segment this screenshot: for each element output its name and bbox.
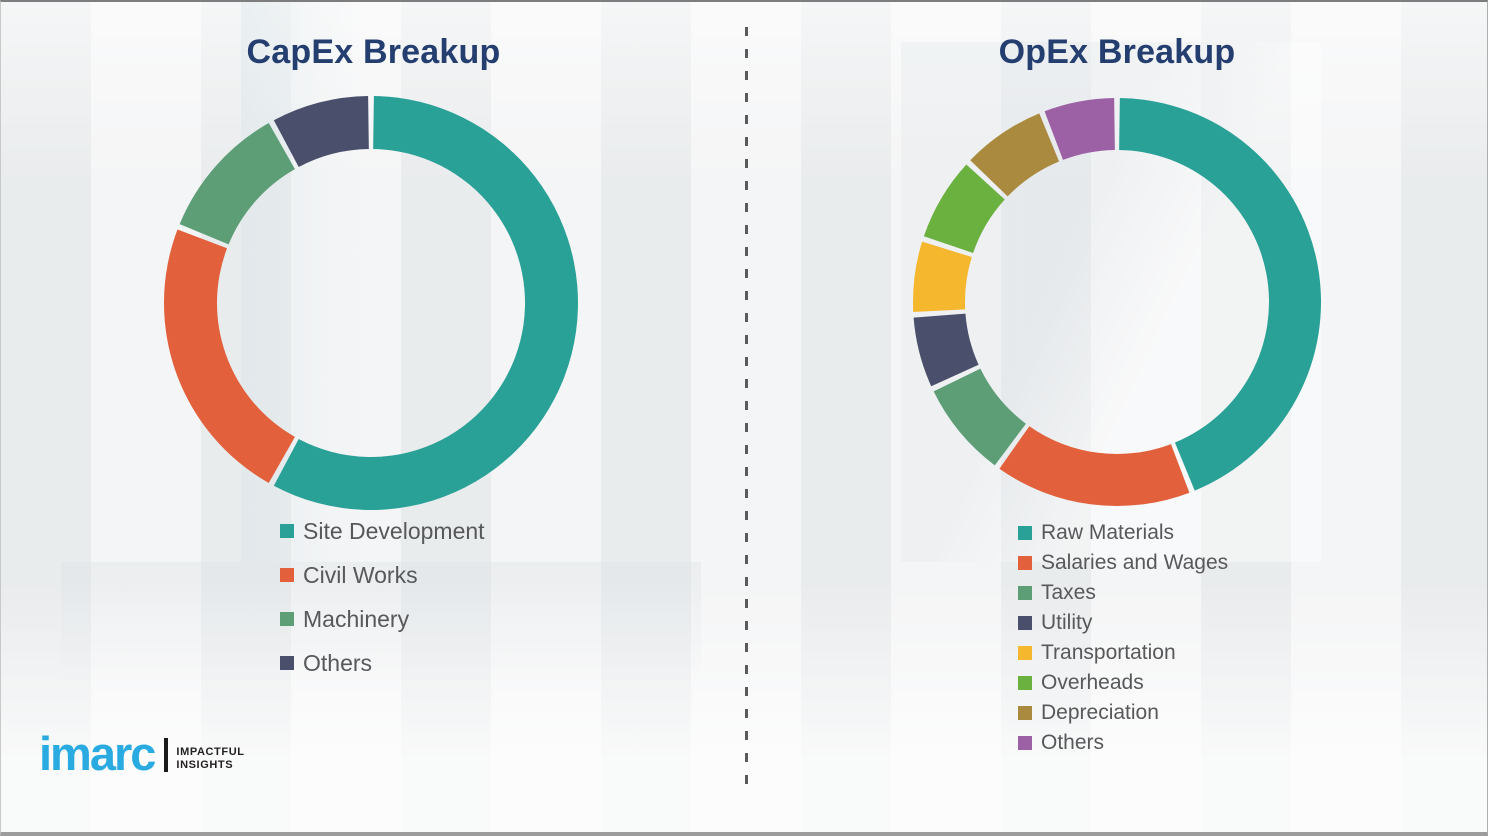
capex-donut-svg [163, 96, 579, 510]
legend-label: Others [303, 650, 373, 676]
legend-item-utility: Utility [1018, 609, 1228, 637]
legend-item-others: Others [1018, 729, 1228, 757]
legend-label: Salaries and Wages [1041, 551, 1229, 574]
legend-label: Taxes [1041, 581, 1096, 604]
imarc-logo-wordmark: imarc [39, 727, 156, 780]
legend-marker-salaries-and-wages [1018, 556, 1032, 570]
donut-segment-salaries-and-wages [999, 426, 1190, 506]
opex-chart-title: OpEx Breakup [998, 33, 1236, 71]
legend-item-taxes: Taxes [1018, 579, 1228, 607]
donut-segment-machinery [179, 123, 295, 245]
legend-marker-utility [1018, 616, 1032, 630]
legend-label: Raw Materials [1041, 521, 1175, 544]
legend-marker-machinery [280, 612, 294, 626]
donut-segment-depreciation [970, 113, 1060, 197]
donut-segment-others [273, 96, 369, 168]
opex-donut-svg [912, 98, 1322, 506]
legend-item-machinery: Machinery [280, 605, 485, 633]
logo-tagline-line2: INSIGHTS [176, 759, 234, 771]
logo-divider-bar [164, 738, 169, 772]
legend-label: Overheads [1041, 671, 1144, 694]
legend-marker-civil-works [280, 568, 294, 582]
capex-donut-chart [159, 91, 583, 515]
dashed-divider-line [745, 27, 748, 793]
legend-item-others: Others [280, 649, 485, 677]
capex-legend: Site Development Civil Works Machinery Othe… [280, 517, 485, 677]
donut-segment-utility [913, 313, 979, 387]
imarc-logo: imarc IMPACTFUL INSIGHTS [39, 727, 245, 780]
legend-marker-site-development [280, 524, 294, 538]
legend-marker-others [280, 656, 294, 670]
legend-label: Utility [1041, 611, 1093, 634]
donut-segment-civil-works [163, 229, 295, 483]
legend-marker-overheads [1018, 676, 1032, 690]
legend-label: Civil Works [303, 562, 418, 588]
legend-item-civil-works: Civil Works [280, 561, 485, 589]
donut-segment-raw-materials [1119, 98, 1322, 491]
legend-item-overheads: Overheads [1018, 669, 1228, 697]
legend-marker-depreciation [1018, 706, 1032, 720]
legend-item-raw-materials: Raw Materials [1018, 519, 1228, 547]
legend-marker-taxes [1018, 586, 1032, 600]
legend-marker-others [1018, 736, 1032, 750]
logo-tagline-line1: IMPACTFUL [176, 746, 245, 758]
donut-segment-taxes [933, 368, 1026, 466]
legend-label: Others [1041, 731, 1105, 754]
legend-label: Machinery [303, 606, 410, 632]
donut-segment-others [1044, 98, 1115, 160]
legend-label: Transportation [1041, 641, 1176, 664]
legend-item-transportation: Transportation [1018, 639, 1228, 667]
donut-segment-overheads [923, 164, 1005, 254]
donut-segment-site-development [273, 96, 579, 510]
capex-chart-title: CapEx Breakup [246, 33, 501, 71]
legend-item-site-development: Site Development [280, 517, 485, 545]
legend-label: Depreciation [1041, 701, 1159, 724]
opex-legend: Raw Materials Salaries and Wages Taxes Util… [1018, 519, 1228, 757]
legend-item-depreciation: Depreciation [1018, 699, 1228, 727]
legend-item-salaries-and-wages: Salaries and Wages [1018, 549, 1228, 577]
legend-label: Site Development [303, 518, 485, 544]
donut-segment-transportation [912, 241, 972, 312]
opex-donut-chart [905, 90, 1329, 514]
legend-marker-transportation [1018, 646, 1032, 660]
legend-marker-raw-materials [1018, 526, 1032, 540]
logo-tagline: IMPACTFUL INSIGHTS [176, 746, 244, 775]
